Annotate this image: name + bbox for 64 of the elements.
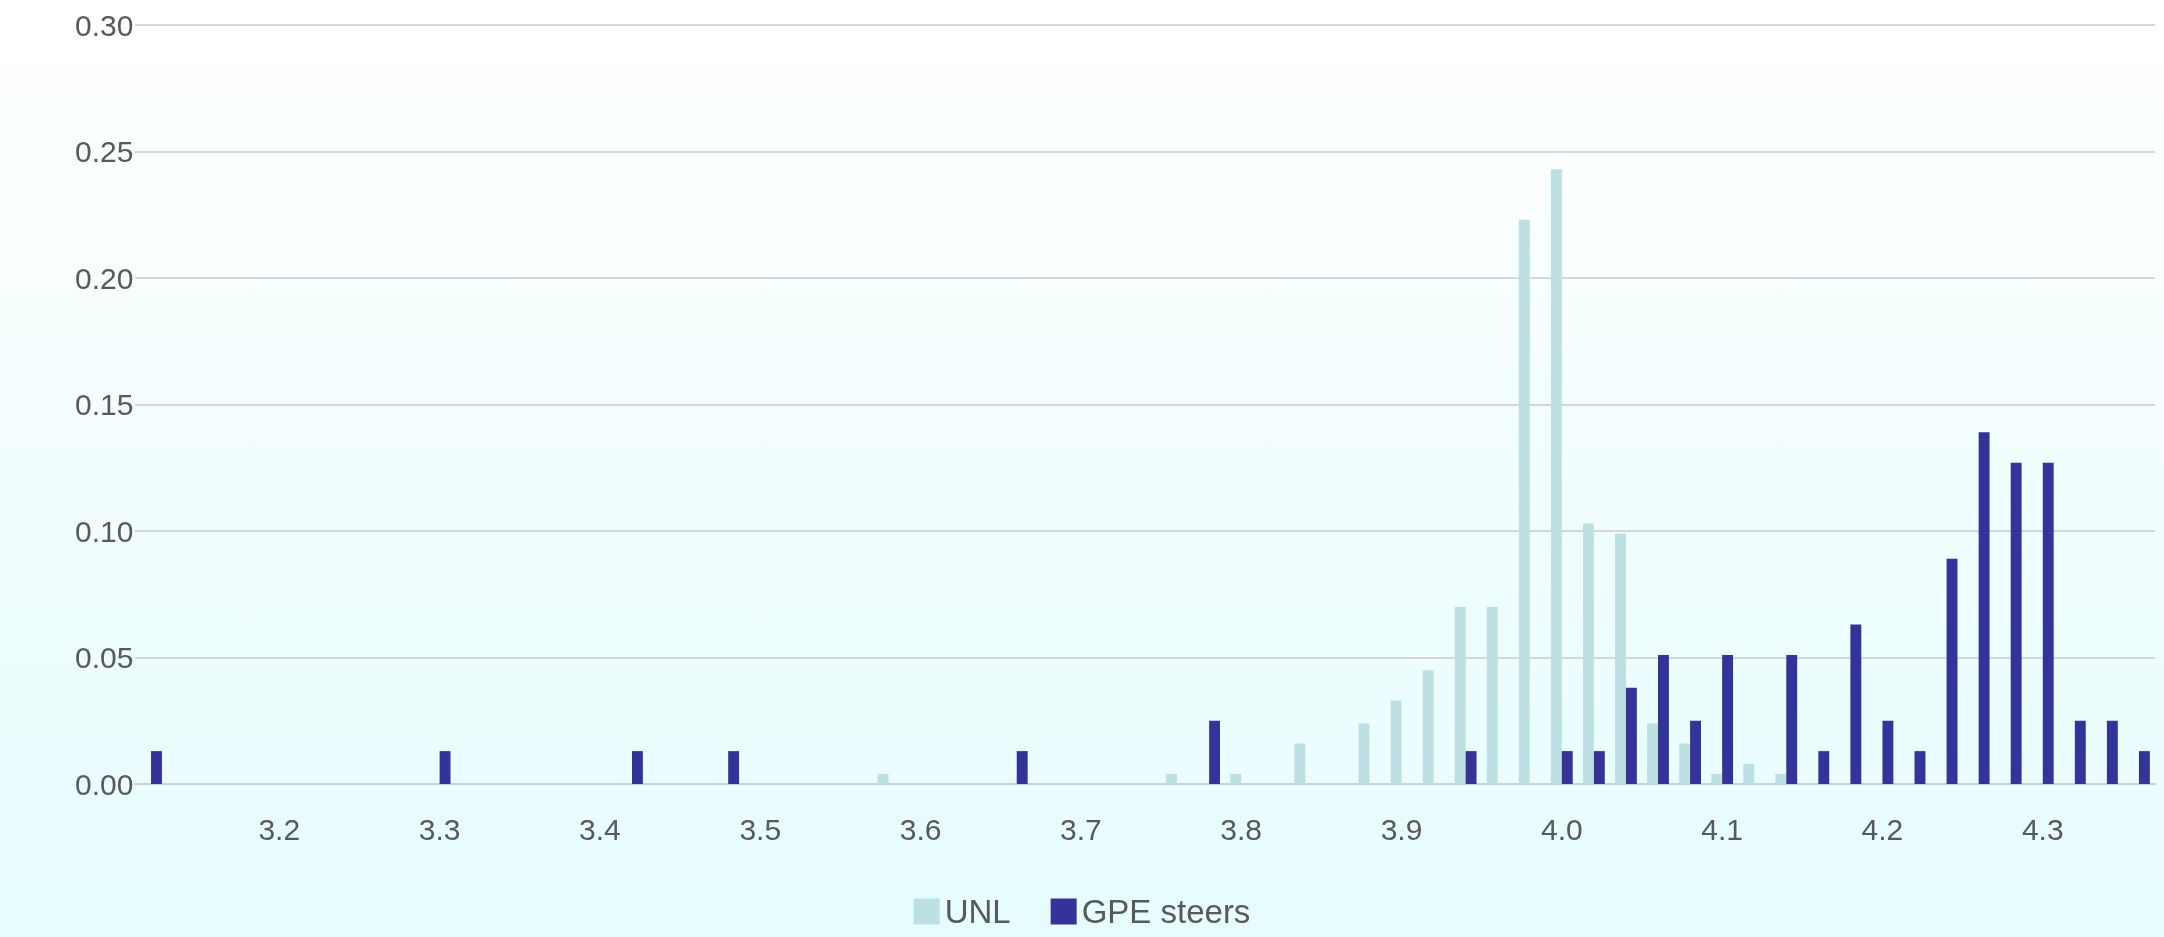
- bar: [1550, 169, 1562, 784]
- bar: [1850, 624, 1862, 784]
- x-tick-label: 4.2: [1861, 812, 1904, 846]
- bar: [1486, 606, 1498, 784]
- bar: [1690, 720, 1701, 784]
- x-tick-label: 4.0: [1540, 812, 1583, 846]
- bar: [1465, 751, 1477, 784]
- y-tick-label: 0.10: [75, 514, 134, 548]
- y-tick-label: 0.15: [75, 388, 134, 421]
- bar: [2106, 720, 2118, 784]
- x-tick-label: 3.8: [1220, 812, 1263, 846]
- bar: [2074, 720, 2086, 784]
- bar: [151, 751, 162, 784]
- bar: [1775, 773, 1787, 784]
- bar: [1615, 533, 1626, 784]
- x-tick-label: 3.6: [899, 812, 942, 846]
- bar: [2138, 751, 2150, 784]
- bar: [1882, 720, 1894, 784]
- x-tick-label: 3.9: [1380, 812, 1423, 846]
- x-tick-label: 3.4: [579, 812, 621, 846]
- x-tick-label: 4.1: [1701, 812, 1743, 846]
- bar: [1743, 763, 1755, 784]
- x-tick-label: 3.7: [1060, 812, 1102, 846]
- bar: [439, 751, 451, 784]
- bar: [728, 751, 740, 784]
- bar: [1390, 700, 1402, 784]
- bar: [631, 751, 643, 784]
- x-tick-label: 4.3: [2021, 812, 2064, 846]
- bar: [1818, 751, 1830, 784]
- bar: [1978, 432, 1990, 784]
- y-tick-label: 0.30: [75, 8, 134, 42]
- bar: [1166, 773, 1178, 784]
- bar: [1209, 720, 1221, 784]
- bar: [877, 773, 889, 784]
- bar: [2042, 462, 2054, 784]
- bar: [1711, 773, 1723, 784]
- bar: [1518, 219, 1530, 784]
- y-tick-label: 0.05: [75, 641, 134, 674]
- x-tick-label: 3.2: [258, 812, 301, 846]
- bar: [1647, 723, 1659, 784]
- bar: [1230, 773, 1242, 784]
- legend-label: GPE steers: [1081, 893, 1251, 930]
- bar: [1582, 523, 1594, 784]
- bar: [1679, 743, 1691, 784]
- bar: [1454, 606, 1466, 784]
- y-tick-label: 0.20: [75, 261, 134, 295]
- bar: [1358, 723, 1370, 784]
- bar: [1658, 654, 1669, 784]
- x-tick-label: 3.3: [418, 812, 461, 846]
- y-tick-label: 0.25: [75, 135, 134, 168]
- bar: [1422, 670, 1434, 784]
- bar: [1722, 654, 1734, 784]
- legend-label: UNL: [944, 893, 1011, 930]
- bar: [1593, 751, 1605, 784]
- bar: [1946, 558, 1958, 784]
- bar: [1786, 654, 1798, 784]
- bar: [2010, 462, 2022, 784]
- bar: [1561, 751, 1573, 784]
- y-tick-label: 0.00: [75, 767, 134, 801]
- bar: [1294, 743, 1306, 784]
- x-tick-label: 3.5: [739, 812, 782, 846]
- bar: [1625, 687, 1637, 784]
- bar: [1914, 751, 1926, 784]
- bar: [1016, 751, 1028, 784]
